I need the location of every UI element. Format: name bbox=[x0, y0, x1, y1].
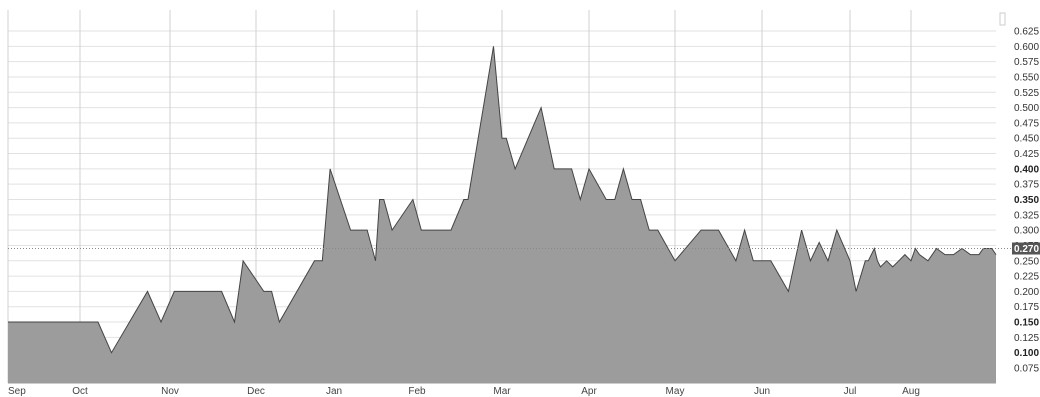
y-tick-label: 0.550 bbox=[1014, 72, 1039, 83]
x-tick-label: Jun bbox=[754, 386, 770, 397]
area-line bbox=[8, 46, 997, 354]
y-tick-label: 0.075 bbox=[1014, 364, 1039, 375]
x-tick-label: Sep bbox=[8, 386, 26, 397]
x-tick-label: Feb bbox=[408, 386, 426, 397]
last-value-marker: 0.270 bbox=[8, 242, 1040, 255]
x-tick-label: Oct bbox=[72, 386, 88, 397]
x-tick-label: Dec bbox=[247, 386, 265, 397]
area-fill bbox=[8, 46, 996, 384]
y-tick-label: 0.300 bbox=[1014, 226, 1039, 237]
y-tick-label: 0.375 bbox=[1014, 180, 1039, 191]
x-tick-label: May bbox=[666, 386, 685, 397]
y-axis: 0.625 0.600 0.575 0.550 0.525 0.500 0.475 0.450… bbox=[1014, 27, 1039, 375]
last-value-badge bbox=[1012, 242, 1040, 255]
y-tick-label: 0.475 bbox=[1014, 118, 1039, 129]
last-value-label: 0.270 bbox=[1014, 244, 1039, 255]
y-tick-label: 0.250 bbox=[1014, 256, 1039, 267]
x-tick-label: Mar bbox=[493, 386, 511, 397]
x-tick-label: Aug bbox=[902, 386, 920, 397]
y-tick-label: 0.600 bbox=[1014, 42, 1039, 53]
y-tick-label: 0.450 bbox=[1014, 134, 1039, 145]
scroll-handle-icon[interactable] bbox=[999, 12, 1006, 26]
y-tick-label: 0.575 bbox=[1014, 57, 1039, 68]
y-tick-label: 0.100 bbox=[1014, 348, 1039, 359]
y-tick-label: 0.625 bbox=[1014, 27, 1039, 38]
y-tick-label: 0.150 bbox=[1014, 318, 1039, 329]
y-tick-label: 0.500 bbox=[1014, 103, 1039, 114]
y-tick-label: 0.425 bbox=[1014, 149, 1039, 160]
y-tick-label: 0.125 bbox=[1014, 333, 1039, 344]
x-tick-label: Nov bbox=[161, 386, 179, 397]
y-tick-label: 0.400 bbox=[1014, 164, 1039, 175]
x-tick-label: Jan bbox=[326, 386, 342, 397]
x-tick-label: Apr bbox=[581, 386, 597, 397]
y-tick-label: 0.200 bbox=[1014, 287, 1039, 298]
y-tick-label: 0.325 bbox=[1014, 210, 1039, 221]
x-tick-label: Jul bbox=[844, 386, 857, 397]
area-series bbox=[8, 46, 997, 384]
y-tick-label: 0.225 bbox=[1014, 272, 1039, 283]
x-axis: Sep Oct Nov Dec Jan Feb Mar Apr May Jun Jul Aug bbox=[8, 386, 920, 397]
y-tick-label: 0.175 bbox=[1014, 302, 1039, 313]
y-tick-label: 0.350 bbox=[1014, 195, 1039, 206]
y-tick-label: 0.525 bbox=[1014, 88, 1039, 99]
